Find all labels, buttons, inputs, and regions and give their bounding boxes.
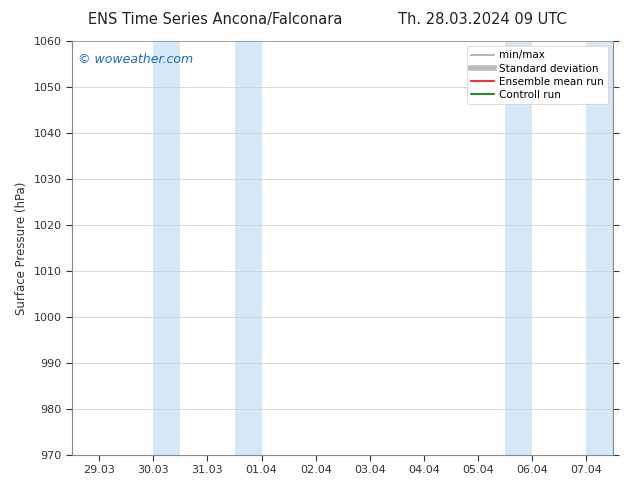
Text: © woweather.com: © woweather.com [77, 53, 193, 67]
Text: ENS Time Series Ancona/Falconara: ENS Time Series Ancona/Falconara [88, 12, 343, 27]
Bar [153, 41, 180, 455]
Bar [235, 41, 262, 455]
Bar [505, 41, 532, 455]
Legend: min/max, Standard deviation, Ensemble mean run, Controll run: min/max, Standard deviation, Ensemble me… [467, 46, 608, 104]
Text: Th. 28.03.2024 09 UTC: Th. 28.03.2024 09 UTC [398, 12, 566, 27]
Y-axis label: Surface Pressure (hPa): Surface Pressure (hPa) [15, 181, 28, 315]
Bar [586, 41, 614, 455]
